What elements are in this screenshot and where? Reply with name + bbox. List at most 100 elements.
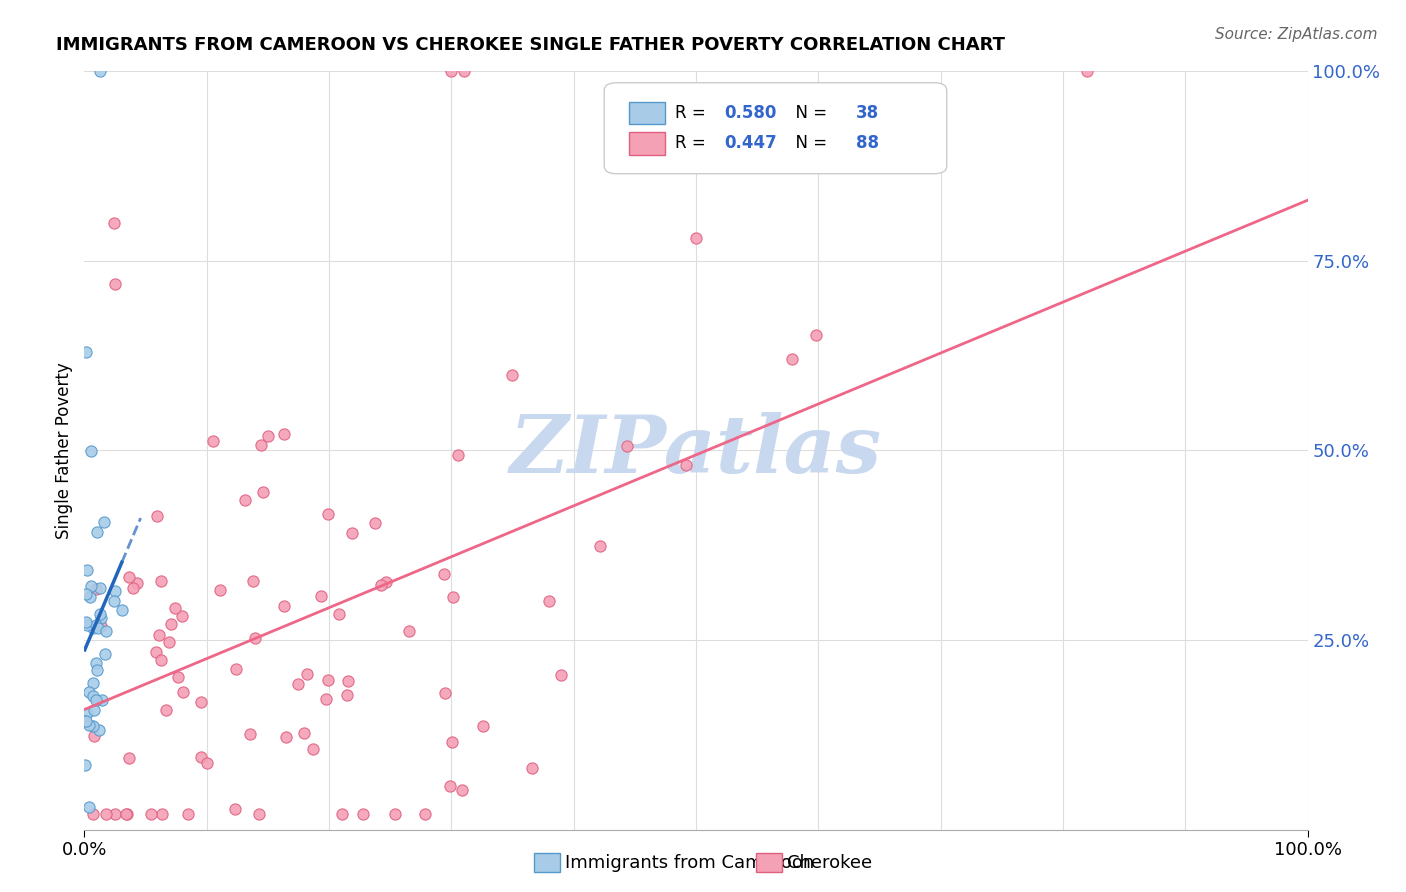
Point [441,735,464,749]
Point [167,670,190,684]
Point [233,493,256,508]
Text: Cherokee: Cherokee [787,854,873,871]
Point [75,714,97,728]
Point [77,685,100,699]
Point [243,632,266,646]
Point [84,693,107,707]
Text: ZIPatlas: ZIPatlas [510,412,882,489]
Point [472,719,495,733]
Point [242,574,264,588]
Point [75,587,97,601]
Point [94,807,117,822]
Point [249,437,271,451]
Point [90,619,112,633]
Point [82,807,104,822]
Point [1076,64,1098,78]
Point [616,439,638,453]
Point [247,807,270,822]
Point [318,508,340,522]
Point [201,434,224,448]
Point [239,727,262,741]
Point [287,676,309,690]
Point [336,688,359,702]
Point [94,624,117,638]
Point [364,516,387,530]
Point [434,686,457,700]
Point [84,618,107,632]
Point [104,584,127,599]
Point [89,607,111,622]
Point [780,352,803,367]
Point [413,807,436,822]
Text: R =: R = [675,104,711,122]
Point [146,508,169,523]
Point [117,807,139,822]
Text: IMMIGRANTS FROM CAMEROON VS CHEROKEE SINGLE FATHER POVERTY CORRELATION CHART: IMMIGRANTS FROM CAMEROON VS CHEROKEE SIN… [56,36,1005,54]
Text: Source: ZipAtlas.com: Source: ZipAtlas.com [1215,27,1378,42]
Point [520,761,543,775]
Point [73,758,96,772]
FancyBboxPatch shape [605,83,946,174]
Point [90,611,112,625]
Point [675,458,697,472]
Point [433,566,456,581]
Point [297,667,319,681]
Point [111,603,134,617]
Point [89,64,111,78]
Point [82,675,104,690]
Point [104,277,127,291]
Point [172,685,194,699]
Point [276,731,298,745]
Point [685,231,707,245]
Point [103,216,125,230]
Point [125,576,148,591]
Point [155,703,177,717]
Point [439,779,461,793]
FancyBboxPatch shape [628,102,665,125]
Point [398,624,420,638]
Point [370,577,392,591]
Point [453,64,475,78]
Point [79,590,101,604]
Point [141,807,163,822]
Point [77,800,100,814]
Point [550,668,572,682]
FancyBboxPatch shape [628,132,665,155]
Point [115,807,138,822]
Point [501,368,523,383]
Point [86,525,108,540]
Point [190,750,212,764]
Text: 88: 88 [856,135,879,153]
Text: N =: N = [786,104,832,122]
Point [87,723,110,738]
Point [76,618,98,632]
Point [441,590,464,604]
Point [80,579,103,593]
Point [224,802,246,816]
Point [273,427,295,442]
Point [94,647,117,661]
Point [537,594,560,608]
Point [117,569,139,583]
Point [336,673,359,688]
Point [252,484,274,499]
Point [82,719,104,733]
Point [149,574,172,588]
Y-axis label: Single Father Poverty: Single Father Poverty [55,362,73,539]
Point [83,729,105,743]
Point [225,662,247,676]
Point [76,706,98,721]
Point [76,563,98,577]
Point [447,448,470,462]
Point [104,807,127,822]
Point [86,664,108,678]
Text: 0.580: 0.580 [724,104,776,122]
Point [145,645,167,659]
Point [352,807,374,822]
Point [328,607,350,621]
Point [292,726,315,740]
Text: 0.447: 0.447 [724,135,778,153]
Point [83,703,105,717]
Point [118,751,141,765]
Point [80,443,103,458]
